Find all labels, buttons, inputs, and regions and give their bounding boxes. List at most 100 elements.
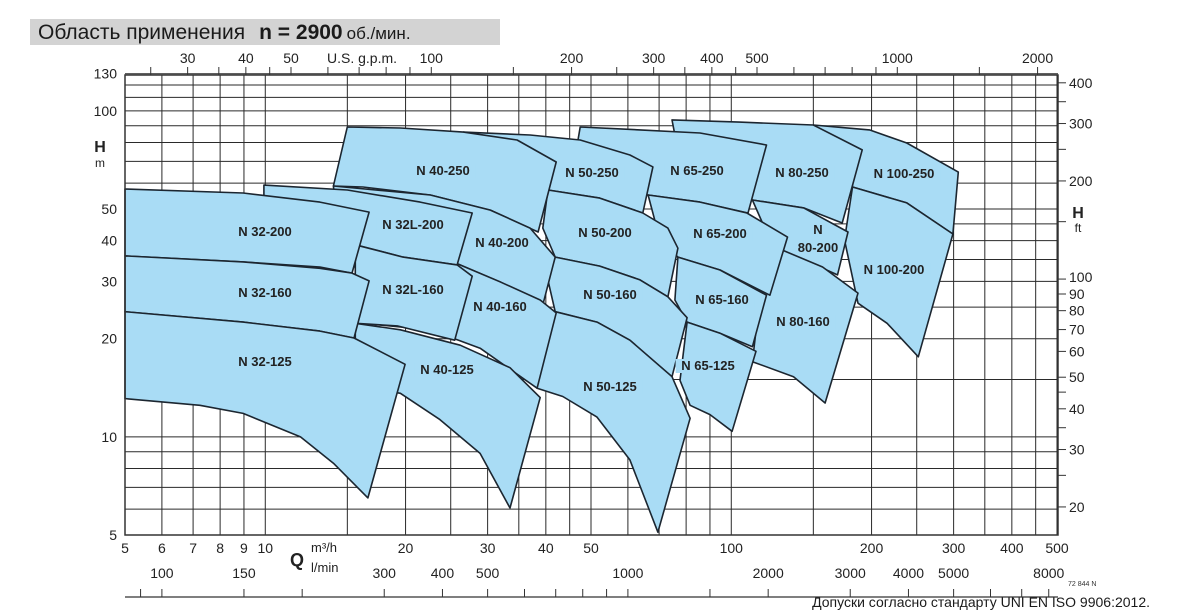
pump-label: N 50-125 xyxy=(583,379,636,394)
ft-tick-label: 70 xyxy=(1069,322,1085,338)
pump-label: N 65-160 xyxy=(695,292,748,307)
x-tick-label: 6 xyxy=(158,540,166,556)
x-tick-label: 400 xyxy=(1000,540,1024,556)
pump-label: N 32-200 xyxy=(238,224,291,239)
pump-label: N 40-160 xyxy=(473,299,526,314)
lmin-tick-label: 2000 xyxy=(753,565,784,581)
pump-label-bg xyxy=(414,363,480,377)
pump-label-bg xyxy=(689,293,755,307)
y-tick-label: 100 xyxy=(94,103,118,119)
y-tick-label: 20 xyxy=(101,331,117,347)
lmin-tick-label: 150 xyxy=(232,565,256,581)
lmin-tick-label: 1000 xyxy=(612,565,643,581)
pump-label-bg xyxy=(232,286,298,300)
x-tick-label: 500 xyxy=(1045,540,1069,556)
x-tick-label: 7 xyxy=(189,540,197,556)
ft-tick-label: 50 xyxy=(1069,369,1085,385)
x-tick-label: 40 xyxy=(538,540,554,556)
pump-label-bg xyxy=(559,166,625,180)
gpm-tick-label: 50 xyxy=(283,50,299,66)
ft-axis-unit: ft xyxy=(1075,221,1082,235)
x-tick-label: 10 xyxy=(257,540,273,556)
y-tick-label: 130 xyxy=(94,66,118,82)
lmin-tick-label: 8000 xyxy=(1033,565,1064,581)
pump-label-bg xyxy=(857,263,931,277)
page-title: Область применения n = 2900 об./мин. xyxy=(38,20,411,47)
y-tick-label: 30 xyxy=(101,273,117,289)
pump-label-bg xyxy=(577,380,643,394)
x-tick-label: 50 xyxy=(583,540,599,556)
pump-label: N 100-250 xyxy=(874,166,935,181)
x-tick-label: 5 xyxy=(121,540,129,556)
pump-label-bg xyxy=(232,225,298,239)
ft-tick-label: 80 xyxy=(1069,303,1085,319)
lmin-tick-label: 300 xyxy=(373,565,397,581)
pump-label-bg xyxy=(410,164,476,178)
pump-label-bg xyxy=(572,226,638,240)
gpm-tick-label: 200 xyxy=(560,50,584,66)
ft-tick-label: 200 xyxy=(1069,173,1093,189)
pump-label-bg xyxy=(577,288,643,302)
ft-tick-label: 60 xyxy=(1069,343,1085,359)
pump-label-bg xyxy=(675,359,741,373)
ft-tick-label: 300 xyxy=(1069,116,1093,132)
ft-tick-label: 90 xyxy=(1069,286,1085,302)
pump-region xyxy=(679,321,757,433)
x-tick-label: 30 xyxy=(480,540,496,556)
pump-label-bg xyxy=(664,164,730,178)
pump-label: N 65-125 xyxy=(681,358,734,373)
gpm-tick-label: 2000 xyxy=(1022,50,1053,66)
x-axis-unit-lmin: l/min xyxy=(311,560,338,575)
lmin-tick-label: 3000 xyxy=(835,565,866,581)
pump-label: N 32L-160 xyxy=(382,282,443,297)
lmin-tick-label: 500 xyxy=(476,565,500,581)
speed-value: n = 2900 xyxy=(259,21,343,44)
ft-axis-symbol: H xyxy=(1072,205,1084,222)
pump-label: N 32L-200 xyxy=(382,217,443,232)
pump-label: N 40-125 xyxy=(420,362,473,377)
gpm-tick-label: 400 xyxy=(700,50,724,66)
drawing-code: 72 844 N xyxy=(1068,581,1097,588)
y-tick-label: 10 xyxy=(101,429,117,445)
pump-label: N 80-160 xyxy=(776,314,829,329)
pump-label: N 40-200 xyxy=(475,235,528,250)
title-bar xyxy=(30,19,500,45)
y-tick-label: 50 xyxy=(101,201,117,217)
lmin-tick-label: 4000 xyxy=(893,565,924,581)
pump-label-bg xyxy=(770,315,836,329)
x-tick-label: 300 xyxy=(942,540,966,556)
pump-label: N 50-250 xyxy=(565,165,618,180)
pump-label: N 32-125 xyxy=(238,354,291,369)
gpm-tick-label: 100 xyxy=(420,50,444,66)
lmin-tick-label: 400 xyxy=(431,565,455,581)
pump-region xyxy=(332,126,558,233)
lmin-tick-label: 100 xyxy=(150,565,174,581)
gpm-tick-label: 30 xyxy=(180,50,196,66)
lmin-tick-label: 5000 xyxy=(938,565,969,581)
pump-label: N 65-200 xyxy=(693,226,746,241)
gpm-tick-label: 300 xyxy=(642,50,666,66)
pump-label-bg xyxy=(769,166,835,180)
pump-label-bg xyxy=(376,218,450,232)
ft-tick-label: 40 xyxy=(1069,401,1085,417)
gpm-tick-label: 40 xyxy=(238,50,254,66)
pump-label-bg xyxy=(376,283,450,297)
gpm-axis-unit: U.S. g.p.m. xyxy=(327,50,397,66)
y-axis-symbol: H xyxy=(94,139,106,156)
pump-label-bg xyxy=(867,167,941,181)
x-tick-label: 100 xyxy=(720,540,744,556)
gpm-tick-label: 1000 xyxy=(882,50,913,66)
pump-label: N 100-200 xyxy=(864,262,925,277)
pump-label-bg xyxy=(687,227,753,241)
ft-tick-label: 100 xyxy=(1069,269,1093,285)
speed-unit: об./мин. xyxy=(346,24,411,43)
pump-label-bg xyxy=(467,300,533,314)
pump-label: N 32-160 xyxy=(238,285,291,300)
x-tick-label: 200 xyxy=(860,540,884,556)
pump-label: N xyxy=(813,222,822,237)
pump-label: N 50-200 xyxy=(578,225,631,240)
x-tick-label: 20 xyxy=(398,540,414,556)
pump-label: N 80-250 xyxy=(775,165,828,180)
tolerance-note: Допуски согласно стандарту UNI EN ISO 99… xyxy=(812,594,1150,610)
